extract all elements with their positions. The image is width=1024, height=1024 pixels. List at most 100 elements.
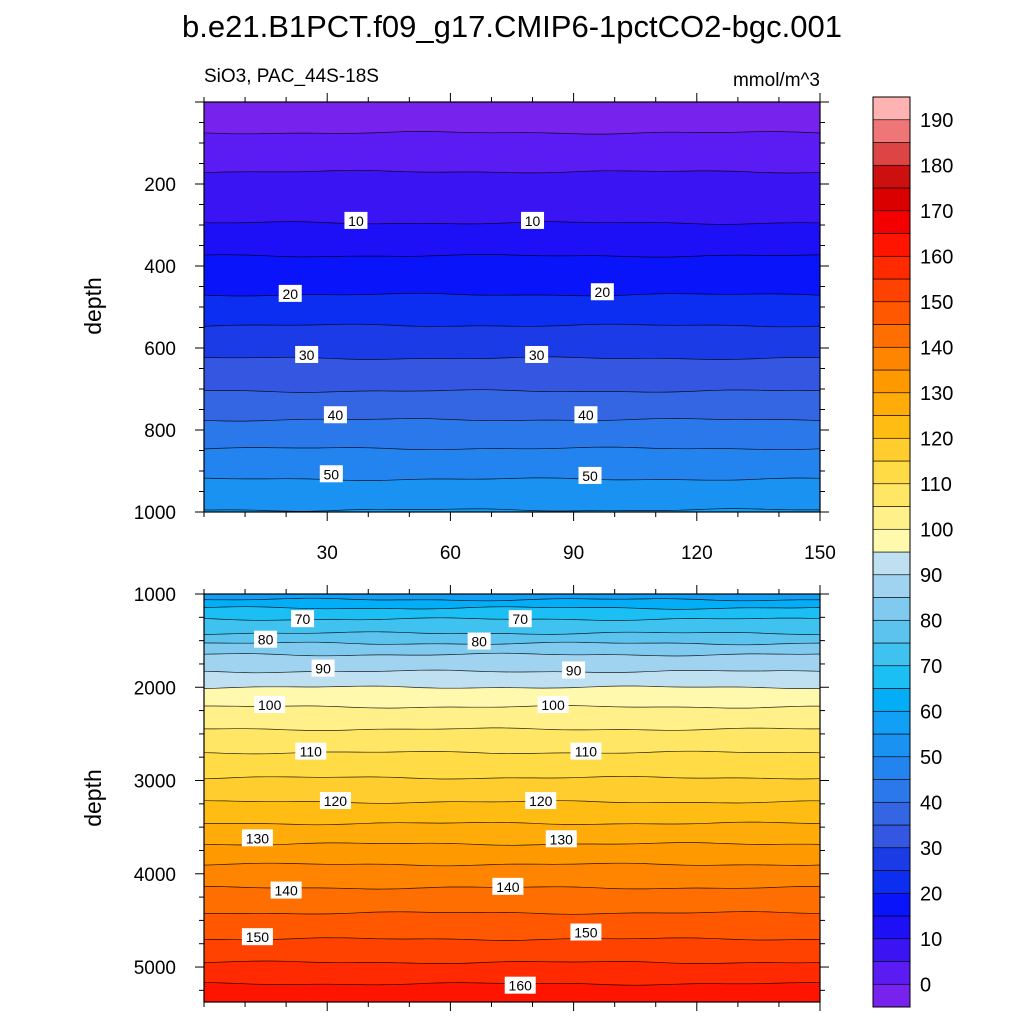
- upper-y-tick-label: 200: [144, 175, 176, 196]
- lower-contour-label: 100: [537, 695, 569, 713]
- colorbar-tick-label: 40: [920, 792, 942, 814]
- svg-text:120: 120: [324, 793, 348, 809]
- upper-y-tick-label: 1000: [134, 503, 176, 524]
- colorbar-tick-label: 90: [920, 565, 942, 587]
- colorbar-swatch: [872, 142, 911, 166]
- colorbar-swatch: [872, 915, 911, 940]
- x-tick-label: 30: [317, 543, 338, 564]
- lower-contour-label: 130: [545, 830, 577, 848]
- lower-panel: 70 70 80 80 90 90 100 100 110 110 120 120 130 130 140 1…: [134, 585, 829, 1011]
- colorbar-tick-label: 60: [920, 701, 942, 723]
- colorbar-tick-label: 20: [920, 883, 942, 905]
- svg-text:10: 10: [348, 213, 364, 229]
- colorbar-tick-label: 150: [920, 292, 953, 314]
- upper-contour-line-20: [204, 292, 820, 297]
- upper-contour-line-5: [204, 169, 820, 174]
- lower-contour-line-100: [204, 705, 820, 709]
- svg-text:90: 90: [315, 661, 331, 677]
- lower-contour-line-145: [204, 911, 820, 915]
- x-tick-label: 150: [804, 543, 836, 564]
- svg-text:80: 80: [471, 634, 487, 650]
- colorbar-tick-label: 170: [920, 201, 953, 223]
- colorbar-swatch: [872, 324, 911, 348]
- upper-panel: 10 10 20 20 30 30 40 40 50 50 30 60 90 120 150 200 400 60…: [134, 93, 836, 564]
- lower-contour-label: 90: [562, 661, 586, 679]
- x-tick-label: 90: [563, 543, 584, 564]
- svg-text:100: 100: [541, 697, 565, 713]
- colorbar-swatch: [872, 346, 911, 371]
- colorbar-swatch: [872, 460, 911, 485]
- colorbar-swatch: [872, 119, 911, 143]
- svg-text:20: 20: [282, 286, 298, 302]
- lower-y-tick-label: 5000: [134, 958, 176, 979]
- colorbar-tick-label: 10: [920, 929, 942, 951]
- colorbar-swatch: [872, 528, 911, 553]
- lower-contour-label: 80: [467, 632, 491, 650]
- upper-contour-line-0: [204, 131, 820, 135]
- colorbar-swatch: [872, 551, 911, 576]
- upper-contour-label: 20: [278, 284, 302, 302]
- svg-text:80: 80: [258, 632, 274, 648]
- svg-text:100: 100: [258, 697, 282, 713]
- upper-contour-label: 10: [344, 211, 368, 229]
- lower-contour-line-105: [204, 727, 820, 731]
- lower-contour-line-155: [204, 960, 820, 964]
- x-tick-label: 60: [440, 543, 461, 564]
- colorbar-swatch: [872, 938, 911, 962]
- colorbar-swatch: [872, 688, 911, 712]
- lower-contour-label: 80: [254, 630, 278, 648]
- colorbar-swatch: [872, 824, 911, 849]
- upper-contour-label: 50: [578, 466, 602, 484]
- lower-contour-line-115: [204, 775, 820, 780]
- svg-text:150: 150: [246, 929, 270, 945]
- colorbar-swatch: [872, 301, 911, 325]
- colorbar-tick-label: 190: [920, 110, 953, 132]
- lower-contour-label: 150: [241, 928, 273, 946]
- upper-contour-fill: [204, 102, 820, 512]
- upper-contour-line-25: [204, 323, 820, 328]
- svg-text:140: 140: [496, 879, 520, 895]
- upper-y-tick-label: 800: [144, 421, 176, 442]
- colorbar-swatch: [872, 756, 911, 780]
- colorbar-swatch: [872, 597, 911, 621]
- colorbar-swatch: [872, 665, 911, 689]
- colorbar-swatch: [872, 642, 911, 667]
- lower-contour-line-150: [204, 937, 820, 941]
- lower-contour-label: 70: [508, 610, 532, 628]
- svg-text:50: 50: [582, 468, 598, 484]
- colorbar-tick-label: 160: [920, 246, 953, 268]
- lower-contour-label: 160: [504, 976, 536, 994]
- svg-text:130: 130: [246, 830, 270, 846]
- lower-contour-line-120: [204, 800, 820, 804]
- lower-contour-line-60: [204, 597, 820, 602]
- colorbar-swatch: [872, 619, 911, 644]
- colorbar-swatch: [872, 483, 911, 507]
- colorbar-swatch: [872, 369, 911, 394]
- colorbar-swatch: [872, 733, 911, 758]
- svg-text:140: 140: [274, 883, 298, 899]
- upper-contour-line-35: [204, 389, 820, 393]
- svg-text:70: 70: [295, 611, 311, 627]
- colorbar-tick-label: 70: [920, 656, 942, 678]
- lower-contour-line-85: [204, 652, 820, 657]
- colorbar-tick-label: 110: [920, 474, 952, 496]
- colorbar-swatch: [872, 961, 911, 985]
- svg-text:70: 70: [512, 611, 528, 627]
- colorbar-swatch: [872, 233, 911, 257]
- colorbar-swatch: [872, 278, 911, 303]
- lower-y-tick-label: 2000: [134, 678, 176, 699]
- lower-contour-line-130: [204, 842, 820, 846]
- lower-contour-label: 110: [570, 742, 602, 760]
- colorbar-swatch: [872, 870, 911, 894]
- lower-contour-fill: [204, 594, 820, 1002]
- upper-contour-line-15: [204, 254, 820, 258]
- x-tick-label: 120: [681, 543, 713, 564]
- lower-plot-frame: [203, 593, 821, 1003]
- upper-contour-label: 30: [525, 345, 549, 363]
- colorbar-swatch: [872, 847, 911, 871]
- lower-y-axis-label: depth: [80, 769, 106, 827]
- colorbar-tick-label: 140: [920, 337, 953, 359]
- lower-contour-label: 90: [311, 659, 335, 677]
- svg-text:40: 40: [328, 407, 344, 423]
